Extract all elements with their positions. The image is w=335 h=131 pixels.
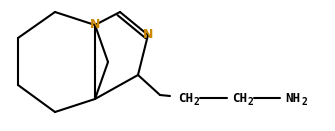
Text: CH: CH [232,91,247,105]
Text: N: N [90,18,100,31]
Text: 2: 2 [248,97,254,107]
Text: 2: 2 [194,97,200,107]
Text: 2: 2 [301,97,307,107]
Text: N: N [143,29,153,42]
Text: NH: NH [285,91,300,105]
Text: CH: CH [178,91,193,105]
